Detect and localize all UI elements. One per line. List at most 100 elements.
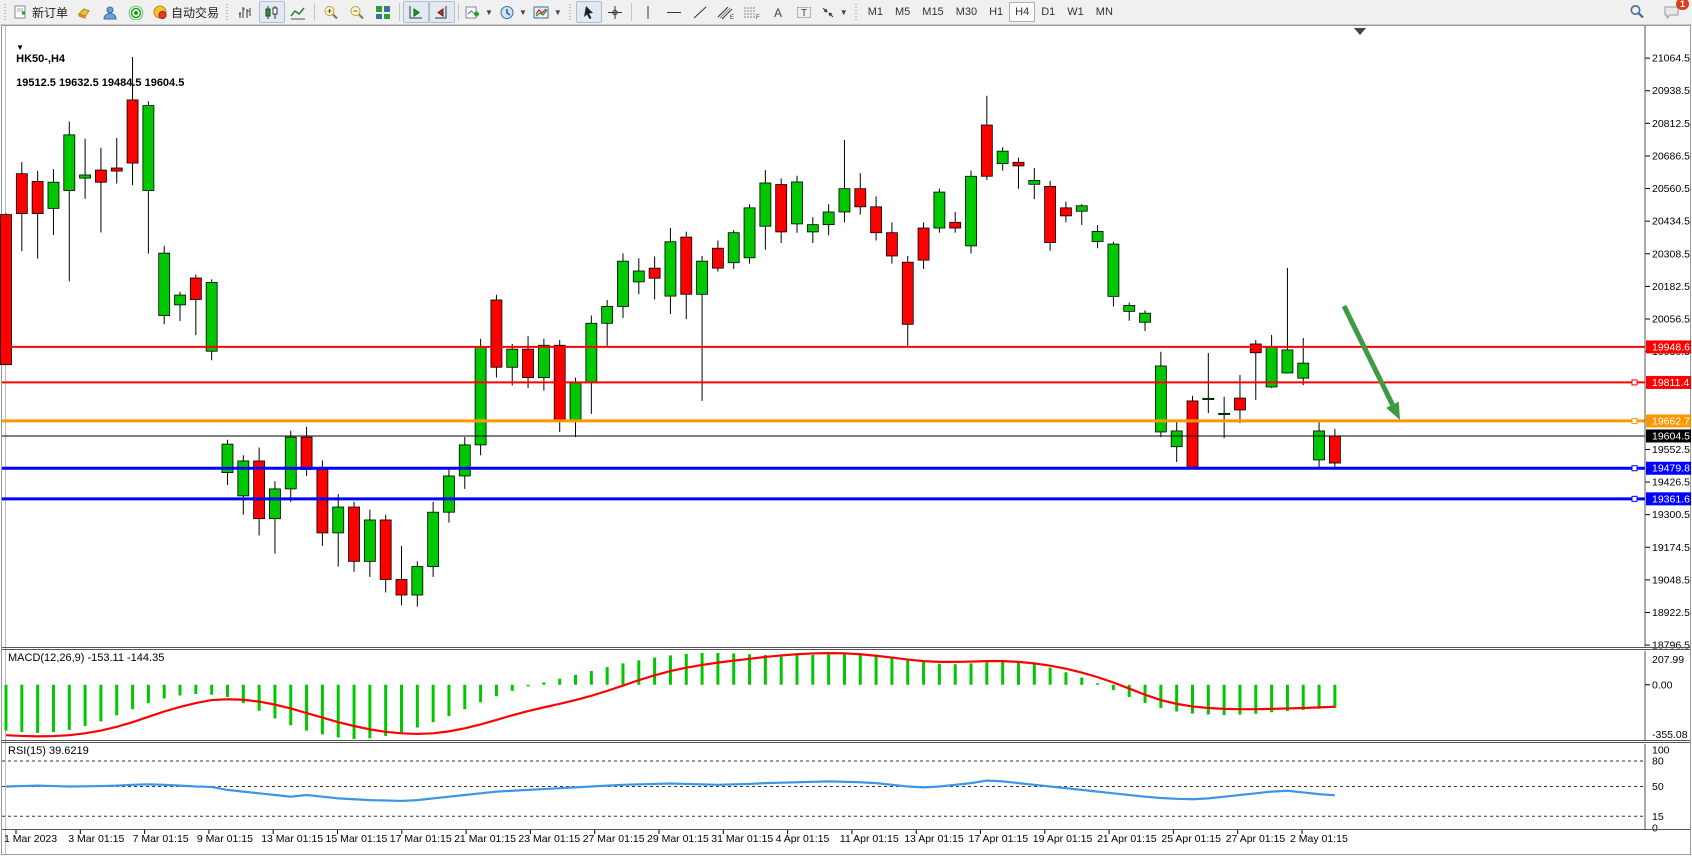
chart-shift-marker[interactable] [1354, 28, 1366, 35]
candle [316, 469, 329, 534]
periods-button[interactable]: ▼ [496, 1, 530, 23]
svg-text:0: 0 [1652, 823, 1658, 835]
crosshair-button[interactable] [602, 1, 628, 23]
autotrading-label: 自动交易 [171, 5, 220, 20]
svg-text:20308.5: 20308.5 [1652, 248, 1690, 260]
arrows-button[interactable]: ▼ [817, 1, 851, 23]
svg-text:9 Mar 01:15: 9 Mar 01:15 [197, 833, 253, 845]
timeframe-h4[interactable]: H4 [1009, 2, 1036, 22]
timeframe-m5[interactable]: M5 [895, 6, 911, 18]
zoom-in-button[interactable] [318, 1, 344, 23]
gold-icon [76, 5, 92, 19]
candle [522, 348, 534, 379]
support-button[interactable] [97, 1, 123, 23]
auto-scroll-button[interactable] [403, 1, 430, 23]
fibonacci-button[interactable]: F [739, 1, 765, 23]
candle [1012, 161, 1025, 167]
candle [1328, 435, 1341, 464]
candle [174, 294, 186, 306]
svg-text:13 Apr 01:15: 13 Apr 01:15 [904, 833, 964, 845]
autotrading-button[interactable]: 自动交易 [149, 1, 222, 23]
svg-text:19479.8: 19479.8 [1652, 463, 1690, 475]
svg-text:17 Mar 01:15: 17 Mar 01:15 [390, 833, 452, 845]
gold-button[interactable] [71, 1, 97, 23]
candle [854, 188, 867, 208]
timeframe-m15[interactable]: M15 [922, 6, 944, 18]
candle [221, 443, 234, 473]
svg-text:E: E [730, 15, 734, 20]
svg-text:19048.5: 19048.5 [1652, 574, 1690, 586]
timeframe-m1[interactable]: M1 [867, 6, 883, 18]
new-order-label: 新订单 [32, 5, 69, 20]
svg-text:19 Apr 01:15: 19 Apr 01:15 [1033, 833, 1093, 845]
vline-icon [643, 5, 653, 20]
chart-line-button[interactable] [285, 1, 311, 23]
candle [126, 99, 139, 164]
candle [949, 221, 962, 229]
svg-text:20056.5: 20056.5 [1652, 314, 1690, 326]
svg-text:207.99: 207.99 [1652, 654, 1684, 666]
autotrading-icon [152, 5, 168, 20]
candle [601, 306, 614, 324]
label-icon: T [796, 5, 812, 20]
channel-button[interactable]: E [713, 1, 739, 23]
svg-text:19948.6: 19948.6 [1652, 341, 1690, 353]
chart-shift-icon [434, 5, 450, 20]
svg-text:19662.7: 19662.7 [1652, 415, 1690, 427]
candle [585, 322, 598, 384]
zoom-out-button[interactable] [344, 1, 370, 23]
candle [1060, 207, 1072, 217]
chart-candles-button[interactable] [259, 1, 286, 23]
label-button[interactable]: T [791, 1, 817, 23]
timeframe-h1[interactable]: H1 [989, 6, 1004, 18]
new-order-icon [14, 5, 29, 20]
hline-icon [666, 5, 682, 20]
timeframe-bar: M1 M5 M15 M30 H1 H4 D1 W1 MN [862, 2, 1119, 22]
signal-button[interactable] [123, 1, 149, 23]
search-button[interactable] [1624, 1, 1650, 23]
cursor-button[interactable] [575, 1, 602, 23]
timeframe-d1[interactable]: D1 [1041, 6, 1056, 18]
candle [1170, 430, 1183, 448]
candle [806, 224, 819, 233]
indicators-button[interactable]: ▼ [462, 1, 496, 23]
svg-text:20686.5: 20686.5 [1652, 150, 1690, 162]
indicators-icon [465, 5, 481, 20]
timeframe-w1[interactable]: W1 [1067, 6, 1084, 18]
chart-shift-button[interactable] [429, 1, 456, 23]
svg-text:T: T [801, 8, 807, 19]
arrow-annotation[interactable] [1341, 304, 1395, 406]
candle [648, 267, 661, 279]
hline-button[interactable] [661, 1, 687, 23]
svg-text:19604.5: 19604.5 [1652, 430, 1690, 442]
candle [332, 506, 345, 534]
candle [537, 344, 550, 379]
svg-text:7 Mar 01:15: 7 Mar 01:15 [133, 833, 189, 845]
crosshair-icon [607, 5, 623, 20]
svg-text:21 Mar 01:15: 21 Mar 01:15 [454, 833, 516, 845]
candle [980, 124, 993, 177]
chat-button[interactable]: 1 [1658, 0, 1689, 23]
timeframe-mn[interactable]: MN [1095, 6, 1113, 18]
candle [680, 236, 693, 295]
candle [1265, 346, 1278, 388]
timeframe-m30[interactable]: M30 [955, 6, 978, 18]
svg-text:20434.5: 20434.5 [1652, 216, 1690, 228]
tile-windows-button[interactable] [370, 1, 396, 23]
svg-text:80: 80 [1652, 756, 1664, 768]
svg-text:18922.5: 18922.5 [1652, 607, 1690, 619]
new-order-button[interactable]: 新订单 [11, 1, 71, 23]
vline-button[interactable] [635, 1, 661, 23]
svg-text:20560.5: 20560.5 [1652, 183, 1690, 195]
trendline-button[interactable] [687, 1, 713, 23]
text-button[interactable]: A [765, 1, 791, 23]
chart-bars-button[interactable] [233, 1, 259, 23]
svg-text:3 Mar 01:15: 3 Mar 01:15 [68, 833, 124, 845]
templates-button[interactable]: ▼ [530, 1, 565, 23]
candle [759, 182, 772, 227]
toolbar-grip [853, 4, 859, 20]
candle [300, 436, 313, 470]
symbol-dropdown-icon[interactable]: ▼ [16, 43, 25, 52]
